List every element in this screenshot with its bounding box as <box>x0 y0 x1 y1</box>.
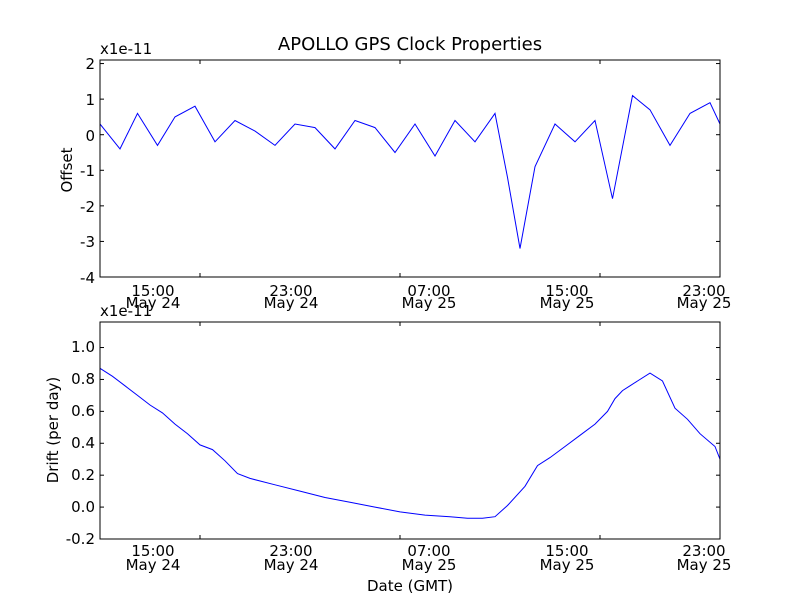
drift-y-axis-label: Drift (per day) <box>44 377 62 484</box>
y-tick-label: 0.8 <box>71 370 95 388</box>
x-tick-time: 23:00 <box>682 542 725 560</box>
offset-series-line <box>99 94 721 249</box>
x-tick-date: May 25 <box>402 556 457 574</box>
drift-panel: x1e-11 Drift (per day) Date (GMT) 15:00 … <box>44 302 731 595</box>
y-tick-label: 0.4 <box>71 434 95 452</box>
x-tick-time: 15:00 <box>131 282 174 300</box>
x-tick-time: 15:00 <box>545 542 588 560</box>
y-tick-label: 0.2 <box>71 466 95 484</box>
x-tick-date: May 25 <box>677 294 732 312</box>
y-tick-label: -1 <box>80 162 95 180</box>
x-tick-time: 15:00 <box>131 542 174 560</box>
y-tick-label: 0.0 <box>71 498 95 516</box>
x-tick-date: May 24 <box>264 294 319 312</box>
y-tick-label: 0.6 <box>71 402 95 420</box>
x-tick-date: May 25 <box>540 294 595 312</box>
y-tick-label: -4 <box>80 269 95 287</box>
x-tick-date: May 25 <box>540 556 595 574</box>
x-tick-time: 07:00 <box>407 282 450 300</box>
drift-y-tick-labels: -0.2 0.0 0.2 0.4 0.6 0.8 1.0 <box>66 338 95 548</box>
x-tick-date: May 25 <box>402 294 457 312</box>
drift-scale-label: x1e-11 <box>100 302 152 320</box>
y-tick-label: 1 <box>85 91 95 109</box>
y-tick-label: 0 <box>85 127 95 145</box>
offset-y-axis-label: Offset <box>58 147 76 192</box>
drift-ticks <box>100 322 720 540</box>
x-tick-date: May 24 <box>264 556 319 574</box>
y-tick-label: 2 <box>85 55 95 73</box>
offset-scale-label: x1e-11 <box>100 40 152 58</box>
offset-plot-frame <box>99 59 721 278</box>
chart-title: APOLLO GPS Clock Properties <box>278 34 542 55</box>
y-tick-label: -0.2 <box>66 530 95 548</box>
drift-x-tick-labels: 15:00 May 24 23:00 May 24 07:00 May 25 1… <box>126 542 732 574</box>
y-tick-label: -3 <box>80 233 95 251</box>
x-tick-time: 15:00 <box>545 282 588 300</box>
x-tick-date: May 25 <box>677 556 732 574</box>
drift-plot-frame <box>99 321 721 540</box>
y-tick-label: -2 <box>80 198 95 216</box>
x-tick-time: 23:00 <box>682 282 725 300</box>
x-tick-date: May 24 <box>126 556 181 574</box>
drift-x-axis-label: Date (GMT) <box>367 577 453 595</box>
offset-ticks <box>100 60 720 278</box>
x-tick-time: 07:00 <box>407 542 450 560</box>
offset-panel: x1e-11 Offset 15:00 May 24 23:00 May 24 … <box>58 40 731 312</box>
offset-y-tick-labels: -4 -3 -2 -1 0 1 2 <box>80 55 95 287</box>
x-tick-time: 23:00 <box>269 542 312 560</box>
x-tick-date: May 24 <box>126 294 181 312</box>
drift-series-line <box>99 323 721 519</box>
x-tick-time: 23:00 <box>269 282 312 300</box>
offset-x-tick-labels: 15:00 May 24 23:00 May 24 07:00 May 25 1… <box>126 282 732 312</box>
y-tick-label: 1.0 <box>71 338 95 356</box>
